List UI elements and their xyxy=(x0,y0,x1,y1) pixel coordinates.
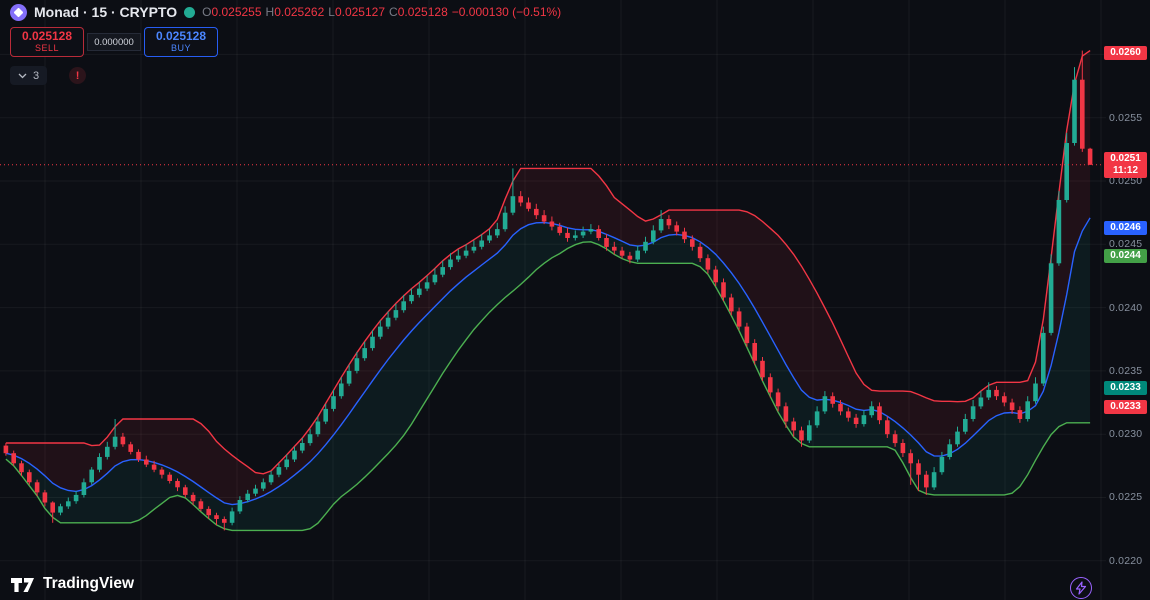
object-tree-toggle[interactable]: 3 xyxy=(10,66,48,85)
buy-label: BUY xyxy=(170,43,191,53)
symbol-legend: Monad · 15 · CRYPTO O0.025255 H0.025262 L0… xyxy=(10,3,565,21)
alert-glyph: ! xyxy=(75,69,80,82)
change-value: −0.000130 (−0.51%) xyxy=(451,5,562,19)
buy-button[interactable]: 0.025128 BUY xyxy=(144,27,218,57)
sell-button[interactable]: 0.025128 SELL xyxy=(10,27,84,57)
indicator-price-badge: 0.0260 xyxy=(1104,46,1147,60)
tradingview-logo[interactable]: TradingView xyxy=(10,575,134,593)
price-tick-label: 0.0250 xyxy=(1109,175,1143,187)
quick-trade-bolt-icon[interactable] xyxy=(1070,577,1092,599)
brand-text: TradingView xyxy=(43,575,135,592)
order-panel: 0.025128 SELL 0.000000 0.025128 BUY xyxy=(10,27,218,57)
symbol-logo-icon[interactable] xyxy=(10,3,27,21)
low-label: L xyxy=(328,5,335,19)
low-value: 0.025127 xyxy=(334,5,386,19)
indicator-price-badge: 0.0244 xyxy=(1104,249,1147,263)
open-value: 0.025255 xyxy=(211,5,262,19)
high-label: H xyxy=(265,5,275,19)
alert-error-icon[interactable]: ! xyxy=(69,67,87,84)
close-label: C xyxy=(389,5,398,19)
buy-price: 0.025128 xyxy=(155,29,207,43)
price-tick-label: 0.0225 xyxy=(1109,491,1143,503)
indicator-price-badge: 0.0233 xyxy=(1104,381,1147,395)
high-value: 0.025262 xyxy=(274,5,325,19)
price-tick-label: 0.0255 xyxy=(1109,112,1143,124)
price-axis[interactable]: 0.0260 0.0255 0.0250 0.0245 0.0240 0.0235 0.02… xyxy=(1104,0,1150,600)
sell-price: 0.025128 xyxy=(21,29,73,43)
monad-diamond-icon xyxy=(13,7,24,17)
price-tick-label: 0.0220 xyxy=(1109,555,1143,567)
indicator-price-badge: 0.0246 xyxy=(1104,221,1147,235)
chevron-down-icon xyxy=(18,73,27,78)
price-tick-label: 0.0245 xyxy=(1109,238,1143,250)
object-count: 3 xyxy=(33,69,40,82)
sell-label: SELL xyxy=(34,43,60,53)
lightning-bolt-icon xyxy=(1075,581,1087,595)
indicator-price-badge: 0.0233 xyxy=(1104,400,1147,414)
price-tick-label: 0.0240 xyxy=(1109,302,1143,314)
price-tick-label: 0.0230 xyxy=(1109,428,1143,440)
close-value: 0.025128 xyxy=(397,5,448,19)
toolbar-row: 3 ! xyxy=(10,66,87,85)
symbol-title[interactable]: Monad · 15 · CRYPTO xyxy=(34,4,178,20)
current-price-badge: 0.0251 11:12 xyxy=(1104,152,1147,178)
open-label: O xyxy=(202,5,212,19)
spread-value: 0.000000 xyxy=(87,33,141,51)
tradingview-mark-icon xyxy=(11,577,34,592)
price-tick-label: 0.0235 xyxy=(1109,365,1143,377)
market-status-icon[interactable] xyxy=(184,6,196,18)
